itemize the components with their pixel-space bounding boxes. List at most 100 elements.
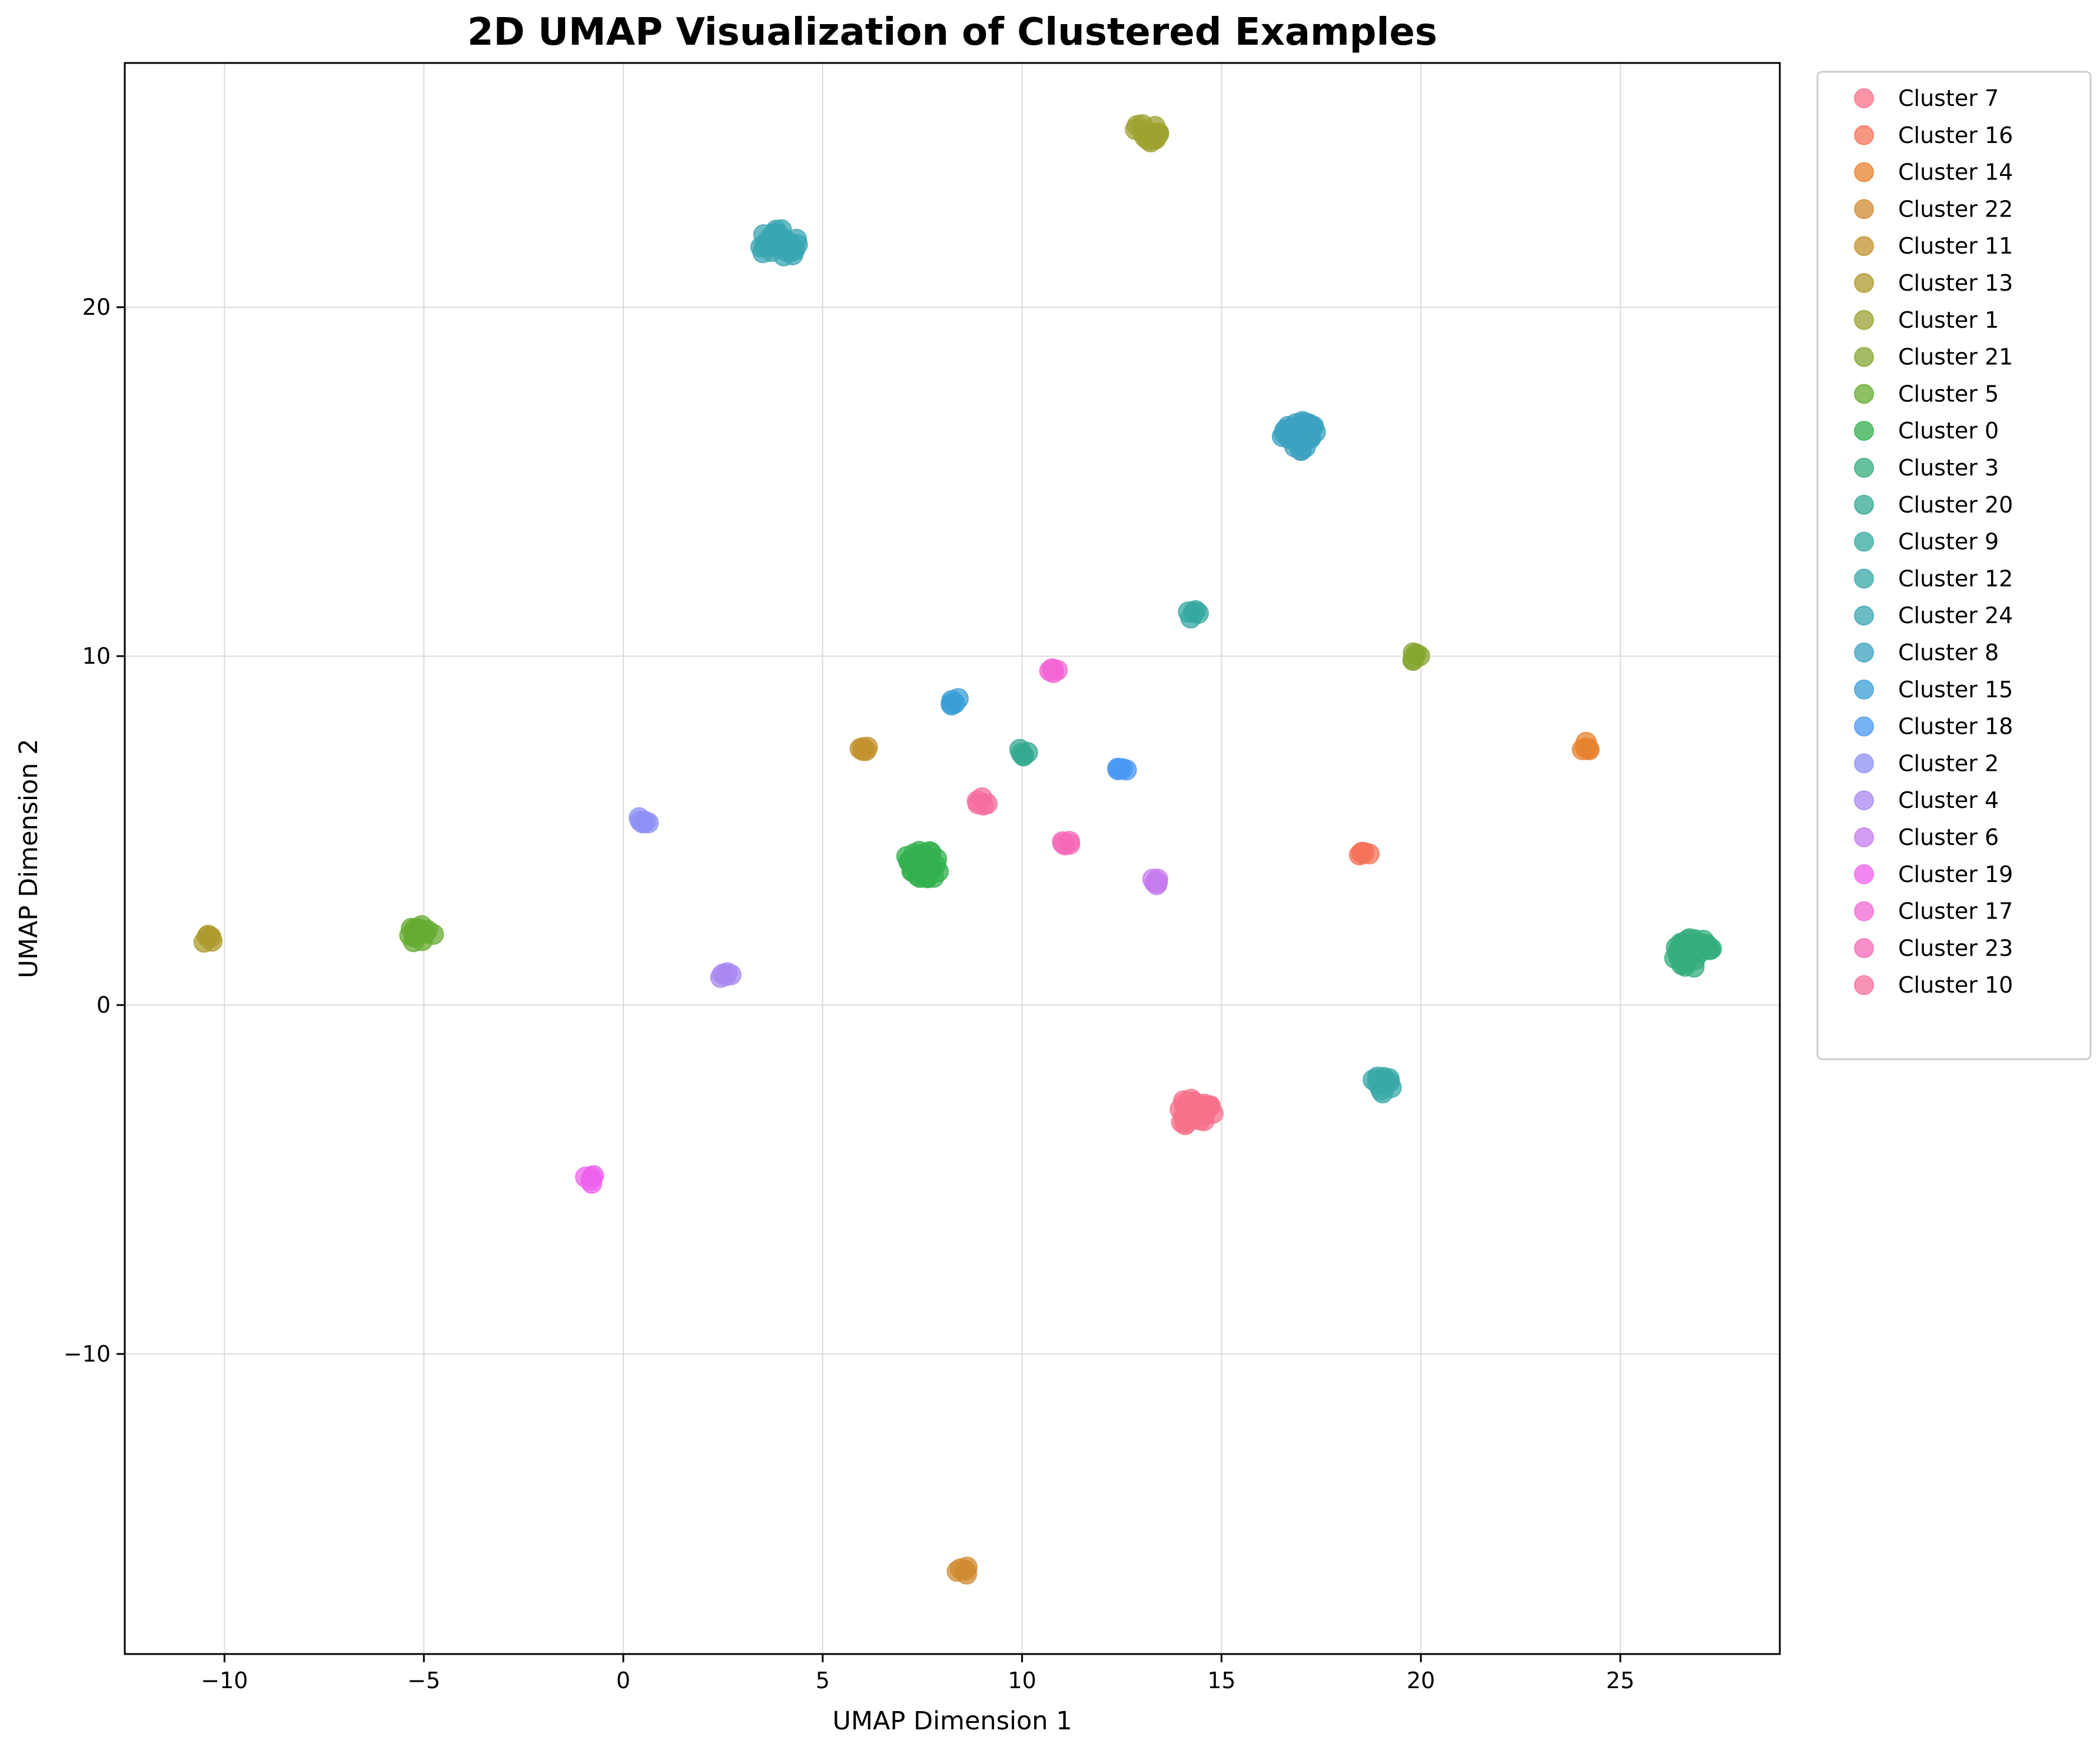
legend-marker bbox=[1854, 605, 1874, 626]
data-point bbox=[913, 854, 935, 876]
legend-label: Cluster 15 bbox=[1898, 677, 2013, 703]
legend: Cluster 7 Cluster 16 Cluster 14 Cluster 22 C… bbox=[1816, 71, 2092, 1060]
legend-label: Cluster 11 bbox=[1898, 233, 2013, 259]
data-point bbox=[956, 1556, 978, 1578]
x-tick-label: 5 bbox=[816, 1668, 830, 1693]
data-point bbox=[1059, 833, 1081, 855]
legend-marker bbox=[1854, 421, 1874, 441]
y-axis-label: UMAP Dimension 2 bbox=[14, 738, 44, 978]
legend-marker bbox=[1854, 643, 1874, 663]
data-point bbox=[1351, 843, 1373, 864]
data-point bbox=[1046, 659, 1068, 681]
x-tick-label: −10 bbox=[201, 1668, 248, 1693]
data-point bbox=[1011, 743, 1032, 764]
y-tick-label: −10 bbox=[64, 1341, 111, 1367]
legend-marker bbox=[1854, 938, 1874, 959]
data-point bbox=[201, 930, 223, 952]
data-point bbox=[769, 232, 790, 254]
data-point bbox=[1276, 420, 1298, 442]
legend-label: Cluster 4 bbox=[1898, 787, 1999, 813]
legend-label: Cluster 8 bbox=[1898, 640, 1999, 665]
legend-marker bbox=[1854, 310, 1874, 330]
data-point bbox=[404, 918, 426, 940]
legend-marker bbox=[1854, 236, 1874, 257]
x-tick-label: 10 bbox=[1008, 1668, 1036, 1693]
legend-marker bbox=[1854, 494, 1874, 515]
legend-marker bbox=[1854, 347, 1874, 367]
data-point bbox=[849, 738, 871, 760]
legend-label: Cluster 9 bbox=[1898, 529, 1999, 555]
legend-marker bbox=[1854, 827, 1874, 847]
legend-label: Cluster 10 bbox=[1898, 972, 2013, 998]
legend-marker bbox=[1854, 162, 1874, 182]
legend-label: Cluster 13 bbox=[1898, 270, 2013, 296]
plot-frame bbox=[124, 62, 1781, 1655]
data-point bbox=[1175, 1097, 1197, 1119]
data-point bbox=[1193, 1093, 1215, 1115]
legend-label: Cluster 6 bbox=[1898, 824, 1999, 850]
legend-items: Cluster 7 Cluster 16 Cluster 14 Cluster 22 C… bbox=[1854, 85, 2013, 998]
x-tick-label: −5 bbox=[407, 1668, 440, 1693]
ticks-layer: −10 −5 0 5 10 15 20 25 −10 0 10 20 bbox=[64, 294, 1634, 1693]
data-point bbox=[1142, 868, 1164, 890]
legend-marker bbox=[1854, 384, 1874, 404]
x-tick-label: 0 bbox=[616, 1668, 630, 1693]
points-layer bbox=[193, 114, 1722, 1585]
data-point bbox=[752, 242, 774, 264]
grid-layer bbox=[125, 63, 1780, 1654]
legend-marker bbox=[1854, 88, 1874, 108]
data-point bbox=[1403, 648, 1424, 670]
legend-label: Cluster 23 bbox=[1898, 935, 2013, 961]
legend-label: Cluster 1 bbox=[1898, 307, 1999, 333]
legend-label: Cluster 24 bbox=[1898, 603, 2013, 628]
data-point bbox=[1144, 116, 1166, 138]
legend-marker bbox=[1854, 568, 1874, 589]
x-axis-label: UMAP Dimension 1 bbox=[832, 1706, 1072, 1736]
legend-label: Cluster 12 bbox=[1898, 565, 2013, 591]
legend-marker bbox=[1854, 790, 1874, 811]
legend-label: Cluster 14 bbox=[1898, 159, 2013, 185]
data-point bbox=[941, 693, 962, 714]
x-tick-label: 15 bbox=[1207, 1668, 1235, 1693]
legend-label: Cluster 20 bbox=[1898, 492, 2013, 518]
x-tick-label: 25 bbox=[1606, 1668, 1634, 1693]
legend-label: Cluster 5 bbox=[1898, 381, 1999, 407]
data-point bbox=[580, 1169, 602, 1191]
legend-frame bbox=[1816, 71, 2092, 1060]
legend-marker bbox=[1854, 753, 1874, 774]
legend-label: Cluster 3 bbox=[1898, 455, 1999, 481]
data-point bbox=[1107, 759, 1129, 781]
legend-marker bbox=[1854, 716, 1874, 737]
legend-marker bbox=[1854, 458, 1874, 478]
y-tick-label: 20 bbox=[82, 294, 111, 320]
data-point bbox=[629, 807, 650, 828]
y-tick-label: 0 bbox=[97, 992, 111, 1018]
legend-marker bbox=[1854, 901, 1874, 921]
data-point bbox=[1574, 737, 1596, 759]
data-point bbox=[1679, 943, 1700, 965]
data-point bbox=[976, 793, 998, 814]
legend-label: Cluster 16 bbox=[1898, 122, 2013, 148]
legend-label: Cluster 0 bbox=[1898, 418, 1999, 444]
data-point bbox=[1304, 421, 1326, 443]
chart-title: 2D UMAP Visualization of Clustered Examp… bbox=[467, 11, 1437, 54]
data-point bbox=[1178, 601, 1199, 623]
data-point bbox=[1378, 1068, 1400, 1090]
legend-marker bbox=[1854, 975, 1874, 996]
legend-label: Cluster 7 bbox=[1898, 85, 1999, 111]
legend-label: Cluster 19 bbox=[1898, 861, 2013, 887]
legend-label: Cluster 22 bbox=[1898, 196, 2013, 222]
legend-label: Cluster 17 bbox=[1898, 899, 2013, 924]
legend-marker bbox=[1854, 199, 1874, 219]
data-point bbox=[720, 964, 742, 986]
legend-marker bbox=[1854, 273, 1874, 293]
legend-label: Cluster 21 bbox=[1898, 344, 2013, 370]
legend-marker bbox=[1854, 679, 1874, 700]
legend-label: Cluster 18 bbox=[1898, 714, 2013, 740]
legend-marker bbox=[1854, 531, 1874, 552]
x-tick-label: 20 bbox=[1407, 1668, 1435, 1693]
legend-marker bbox=[1854, 864, 1874, 884]
legend-label: Cluster 2 bbox=[1898, 750, 1999, 776]
